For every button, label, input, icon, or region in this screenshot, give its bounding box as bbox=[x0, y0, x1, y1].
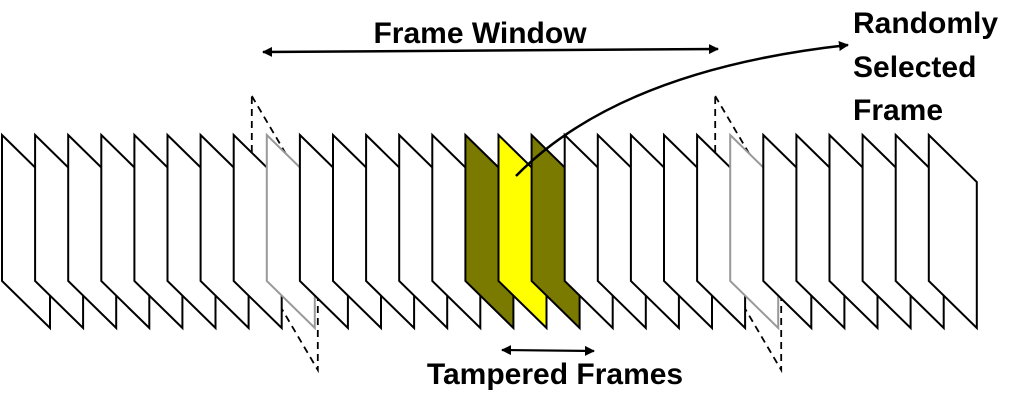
tampered-frames-arrow bbox=[501, 345, 595, 356]
random-label-line1: Randomly bbox=[853, 7, 998, 40]
frame-window-arrow bbox=[262, 44, 719, 57]
random-label-line2: Selected bbox=[853, 51, 976, 84]
frame-stack bbox=[1, 132, 978, 331]
frame-window-label: Frame Window bbox=[373, 17, 587, 50]
selected-frame-pointer-arrow bbox=[515, 41, 849, 177]
frame bbox=[927, 132, 978, 331]
tampered-frames-label: Tampered Frames bbox=[427, 358, 683, 391]
random-label-line3: Frame bbox=[853, 94, 943, 127]
